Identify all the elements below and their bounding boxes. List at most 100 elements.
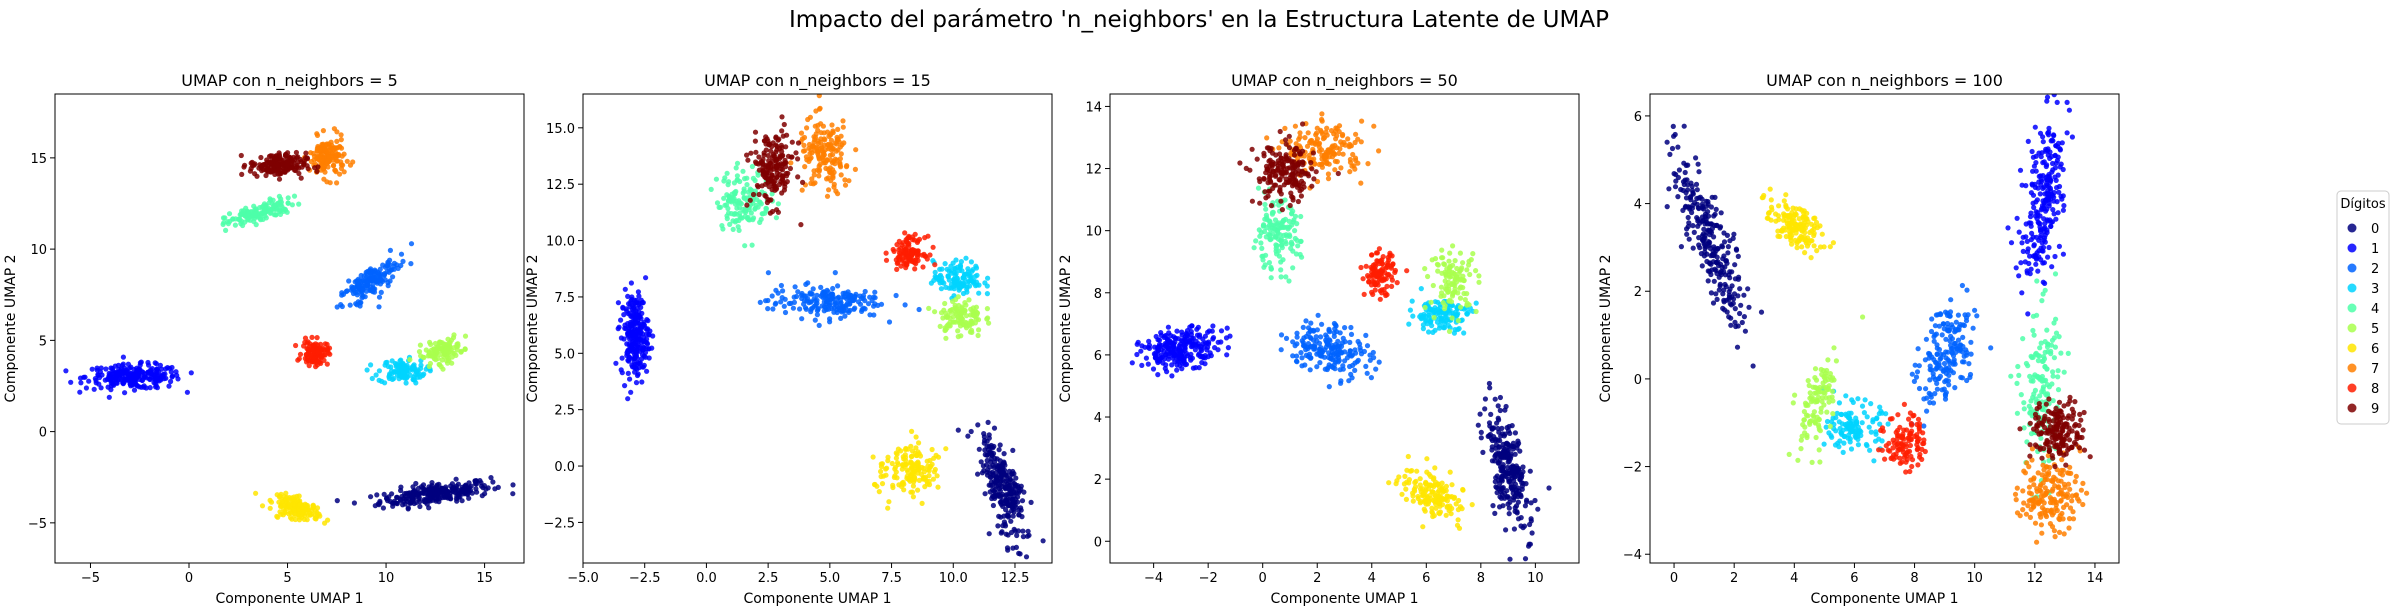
data-point <box>645 318 651 324</box>
data-point <box>1299 355 1305 361</box>
data-point <box>793 150 799 156</box>
data-point <box>773 287 779 293</box>
data-point <box>122 390 128 396</box>
data-point <box>314 156 320 162</box>
data-point <box>1273 245 1279 251</box>
data-point <box>1284 233 1290 239</box>
data-point <box>814 312 821 318</box>
data-point <box>1432 465 1438 471</box>
data-point <box>832 270 838 276</box>
data-point <box>892 473 898 479</box>
data-point <box>1324 125 1330 131</box>
data-point <box>1393 481 1399 487</box>
data-point <box>781 161 787 167</box>
data-point <box>1276 202 1282 208</box>
data-point <box>1524 497 1530 503</box>
x-tick-label: −2.5 <box>629 571 661 586</box>
data-point <box>764 170 770 176</box>
data-point <box>245 216 251 222</box>
data-point <box>1439 495 1445 501</box>
data-point <box>1012 483 1018 489</box>
data-point <box>954 306 960 312</box>
data-point <box>639 379 645 385</box>
data-point <box>989 482 995 488</box>
data-point <box>631 364 637 370</box>
data-point <box>1010 496 1016 502</box>
data-point <box>1507 556 1513 562</box>
data-point <box>1370 274 1376 280</box>
data-point <box>641 353 647 359</box>
data-point <box>815 153 822 159</box>
data-point <box>1010 447 1016 453</box>
data-point <box>871 481 878 488</box>
data-point <box>1456 326 1462 332</box>
data-point <box>818 121 824 127</box>
data-point <box>1196 351 1202 357</box>
cluster-digit-1 <box>63 354 194 400</box>
data-point <box>1512 430 1518 436</box>
data-point <box>821 142 828 148</box>
data-point <box>1523 481 1529 487</box>
data-point <box>781 303 787 309</box>
data-point <box>1334 133 1340 139</box>
data-point <box>403 380 409 386</box>
data-point <box>125 377 131 383</box>
data-point <box>975 332 981 339</box>
data-point <box>798 222 804 228</box>
data-point <box>78 380 84 386</box>
data-point <box>1188 329 1194 335</box>
x-tick-label: −5 <box>81 571 100 586</box>
data-point <box>1418 286 1424 292</box>
data-point <box>333 150 339 156</box>
data-point <box>1323 344 1329 350</box>
data-point <box>305 512 311 518</box>
data-point <box>901 456 907 462</box>
data-point <box>1164 337 1171 343</box>
data-point <box>302 335 309 341</box>
data-point <box>1503 403 1509 410</box>
data-point <box>732 191 738 197</box>
data-point <box>408 261 414 267</box>
data-point <box>1324 132 1330 138</box>
data-point <box>1497 407 1503 414</box>
data-point <box>453 352 459 358</box>
data-point <box>741 186 747 192</box>
data-point <box>639 310 645 316</box>
cluster-digit-8 <box>1358 246 1410 302</box>
data-point <box>637 331 643 337</box>
data-point <box>374 274 380 280</box>
data-point <box>855 299 862 305</box>
data-point <box>1016 550 1022 557</box>
data-point <box>966 273 972 279</box>
data-point <box>1495 425 1501 432</box>
data-point <box>909 428 915 434</box>
data-point <box>1290 208 1296 214</box>
data-point <box>948 307 954 313</box>
data-point <box>1282 125 1288 131</box>
data-point <box>1186 338 1193 344</box>
data-point <box>1442 306 1448 312</box>
data-point <box>628 323 634 329</box>
data-point <box>1355 136 1361 142</box>
data-point <box>872 289 878 295</box>
data-point <box>735 224 741 230</box>
data-point <box>384 359 390 365</box>
data-point <box>767 210 774 216</box>
data-point <box>1319 118 1325 124</box>
data-point <box>166 383 172 389</box>
data-point <box>626 301 632 307</box>
data-point <box>1198 344 1204 350</box>
data-point <box>1277 184 1283 190</box>
data-point <box>1295 243 1301 249</box>
cluster-digit-6 <box>253 490 331 526</box>
data-point <box>444 491 450 497</box>
scatter-points <box>613 94 1046 560</box>
data-point <box>1020 534 1026 540</box>
data-point <box>369 271 375 277</box>
data-point <box>1314 125 1320 131</box>
data-point <box>757 299 763 305</box>
data-point <box>1353 131 1359 137</box>
data-point <box>1319 152 1325 158</box>
data-point <box>110 381 116 387</box>
data-point <box>753 149 759 155</box>
